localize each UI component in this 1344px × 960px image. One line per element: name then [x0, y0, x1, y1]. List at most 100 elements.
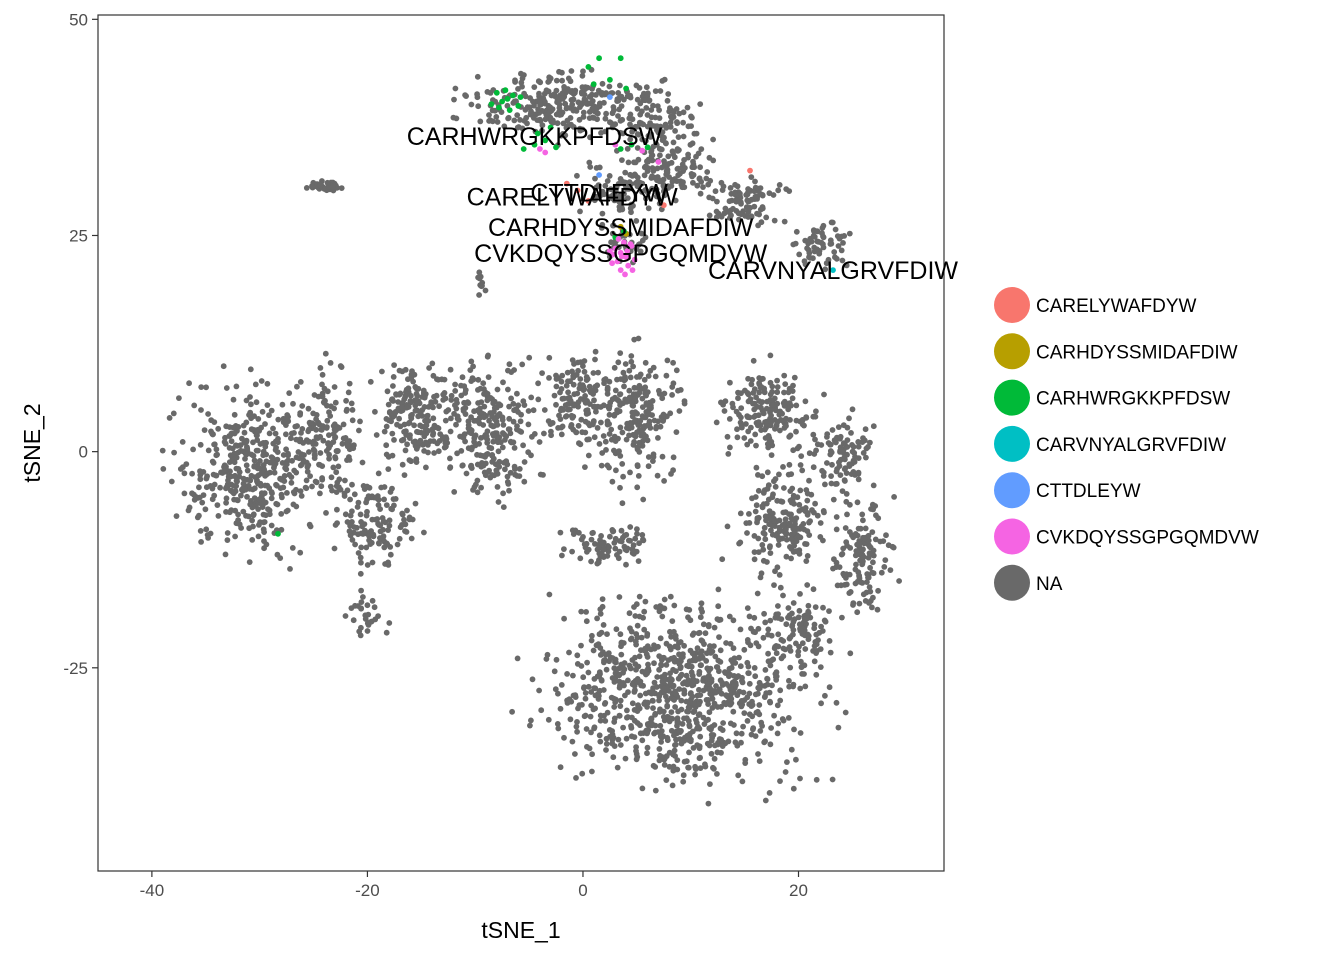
point-na — [363, 512, 370, 519]
point-na — [818, 442, 825, 448]
point-na — [574, 172, 580, 179]
point-na — [728, 657, 735, 663]
point-na — [872, 536, 879, 543]
point-na — [641, 414, 648, 421]
point-na — [575, 99, 582, 106]
point-na — [860, 435, 866, 441]
point-na — [358, 599, 365, 605]
point-na — [597, 712, 604, 719]
point-na — [726, 416, 733, 422]
point-na — [837, 433, 844, 440]
point-na — [594, 425, 601, 431]
point-na — [842, 525, 849, 531]
point-na — [316, 421, 323, 428]
point-na — [480, 380, 487, 387]
point-na — [244, 467, 251, 474]
point-na — [355, 550, 362, 556]
point-na — [447, 455, 453, 462]
point-na — [796, 621, 803, 628]
point-na — [677, 652, 684, 659]
point-na — [452, 402, 458, 409]
point-na — [778, 636, 785, 643]
point-na — [718, 399, 724, 406]
point-na — [668, 471, 674, 477]
point-na — [711, 722, 718, 728]
point-na — [606, 173, 613, 179]
point-na — [767, 698, 773, 705]
point-na — [660, 411, 667, 418]
point-na — [319, 393, 326, 400]
point-na — [815, 238, 822, 245]
point-na — [802, 398, 809, 405]
point-na — [600, 687, 607, 693]
point-na — [698, 600, 705, 607]
point-na — [760, 490, 767, 496]
point-na — [700, 687, 707, 694]
point-na — [606, 83, 613, 90]
point-na — [511, 367, 517, 373]
point-na — [622, 181, 628, 188]
point-na — [803, 487, 810, 493]
point-na — [653, 186, 660, 193]
point-na — [652, 373, 659, 380]
point-na — [636, 593, 643, 600]
point-na — [442, 417, 449, 424]
point-na — [606, 431, 613, 437]
point-na — [305, 405, 312, 412]
point-na — [554, 721, 561, 727]
point-na — [547, 104, 554, 111]
point-na — [785, 406, 792, 413]
point-na — [406, 514, 413, 521]
point-na — [396, 367, 403, 374]
point-na — [342, 511, 349, 518]
point-na — [732, 739, 739, 746]
point-na — [619, 157, 625, 164]
point-na — [706, 667, 712, 674]
point-na — [748, 174, 755, 181]
point-carhwrgkkpfdsw — [542, 137, 549, 144]
point-na — [371, 604, 378, 611]
point-na — [644, 654, 651, 660]
point-na — [775, 542, 782, 548]
point-na — [832, 226, 839, 233]
point-na — [315, 393, 322, 400]
point-na — [571, 402, 577, 409]
point-na — [500, 490, 506, 497]
point-na — [293, 469, 300, 476]
point-na — [381, 428, 388, 435]
point-na — [615, 113, 621, 119]
point-na — [736, 216, 742, 223]
point-na — [205, 411, 212, 417]
point-na — [611, 364, 618, 371]
point-na — [645, 463, 652, 470]
point-na — [751, 614, 758, 621]
point-na — [395, 399, 401, 405]
point-na — [268, 489, 275, 495]
point-na — [327, 483, 334, 490]
point-na — [799, 421, 806, 428]
point-na — [667, 593, 674, 600]
point-na — [693, 130, 700, 137]
point-na — [646, 411, 653, 418]
point-na — [643, 97, 650, 103]
point-na — [852, 566, 859, 573]
point-na — [434, 424, 441, 431]
point-na — [454, 450, 460, 457]
point-na — [753, 442, 759, 449]
point-na — [649, 398, 656, 404]
point-na — [575, 367, 581, 374]
point-cvkdqyssgpgqmdvw — [625, 262, 632, 269]
point-na — [839, 551, 846, 557]
point-na — [641, 164, 648, 171]
point-na — [634, 105, 641, 112]
point-na — [279, 494, 285, 501]
point-na — [661, 685, 668, 692]
point-na — [363, 544, 370, 551]
point-na — [501, 123, 508, 130]
point-na — [229, 445, 236, 452]
point-na — [283, 431, 289, 438]
point-na — [773, 669, 780, 676]
point-na — [718, 736, 724, 743]
point-na — [805, 610, 812, 616]
point-na — [257, 441, 264, 447]
